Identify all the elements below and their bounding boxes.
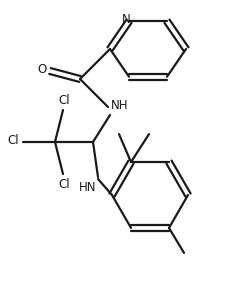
Text: Cl: Cl <box>58 93 70 106</box>
Text: HN: HN <box>79 181 97 193</box>
Text: O: O <box>37 62 47 76</box>
Text: N: N <box>122 13 130 26</box>
Text: Cl: Cl <box>7 133 19 147</box>
Text: Cl: Cl <box>58 178 70 191</box>
Text: NH: NH <box>111 99 129 112</box>
